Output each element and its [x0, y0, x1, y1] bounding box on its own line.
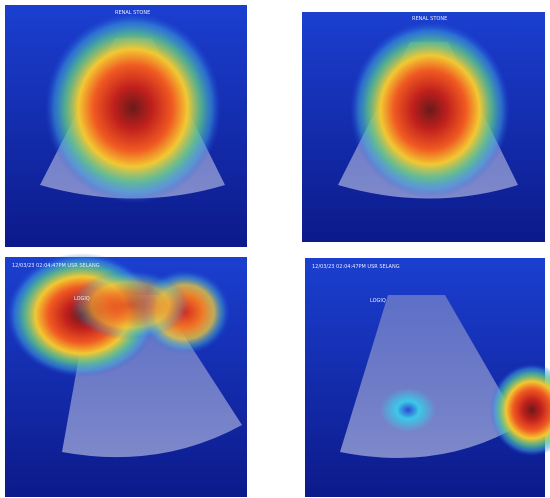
panel-header: 12/03/23 02:04:47PM USR SELANG: [312, 264, 400, 270]
panel: RENAL STONE: [302, 12, 545, 242]
panel-header: RENAL STONE: [115, 10, 150, 16]
panel: RENAL STONE: [5, 5, 247, 247]
heatmap-blob: [350, 22, 510, 198]
heatmap-blob: [490, 364, 550, 456]
heatmap-blob: [70, 270, 190, 340]
panel: 12/03/23 02:04:47PM USR SELANG LOGIQ: [5, 253, 247, 497]
heatmap-blob: [45, 13, 221, 203]
panel: 12/03/23 02:04:47PM USR SELANG LOGIQ: [305, 258, 550, 497]
device-logo: LOGIQ: [74, 296, 90, 302]
panel-header: 12/03/23 02:04:47PM USR SELANG: [12, 263, 100, 269]
panel-header: RENAL STONE: [412, 16, 447, 22]
device-logo: LOGIQ: [370, 298, 386, 304]
heatmap-blob: [380, 388, 436, 432]
